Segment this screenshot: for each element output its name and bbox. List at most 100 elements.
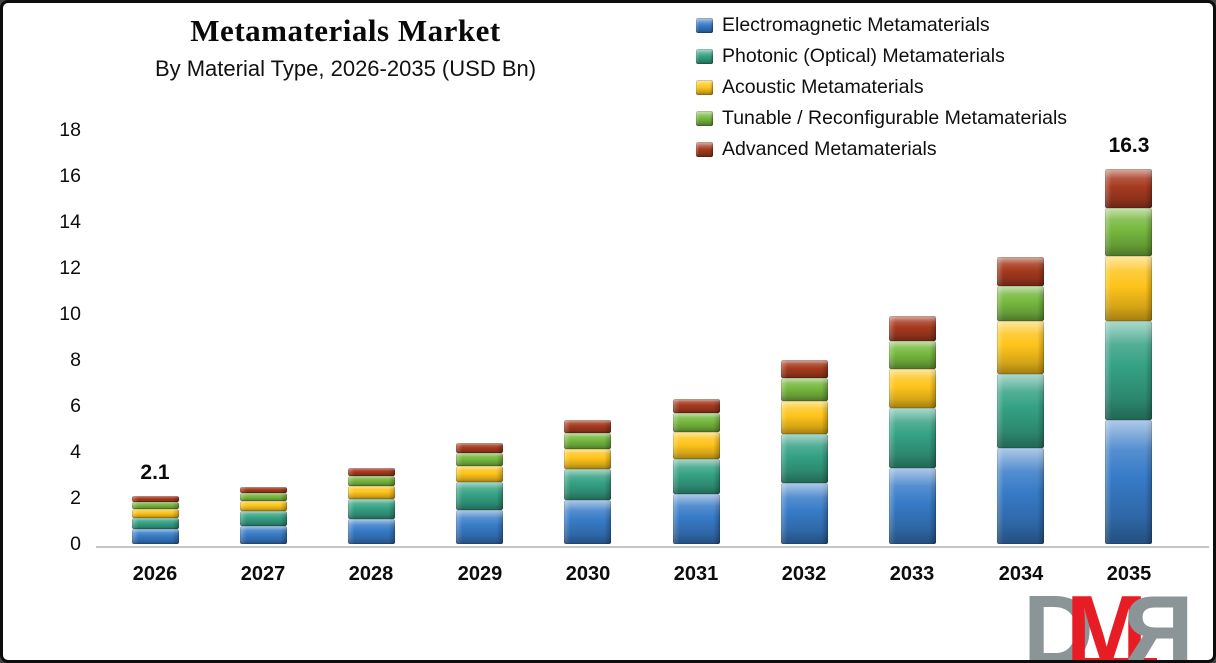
bar-segment [456,453,503,466]
bar-segment [781,360,828,379]
x-axis-label: 2029 [457,563,503,585]
bar-segment [564,420,611,433]
bar-segment [564,469,611,501]
legend-item: Acoustic Metamaterials [696,72,1067,103]
bar-2026 [132,496,179,545]
bar-segment [781,433,828,484]
bar-segment [889,368,936,408]
legend-swatch-icon [696,142,713,157]
logo-letter-m: M [1065,575,1148,663]
y-tick-label: 14 [59,211,81,233]
bar-segment [456,509,503,544]
bar-segment [240,492,287,501]
x-axis-line [96,546,1209,548]
y-tick-label: 16 [59,165,81,187]
y-tick-label: 12 [59,257,81,279]
y-tick-label: 8 [70,349,81,371]
bar-segment [132,529,179,545]
x-axis-label: 2033 [889,563,935,585]
x-axis-label: 2030 [565,563,611,585]
x-axis-label: 2035 [1106,563,1152,585]
bar-total-label: 16.3 [1108,134,1150,157]
bar-segment [1105,256,1152,321]
bar-2029 [456,443,503,544]
title-block: Metamaterials Market By Material Type, 2… [63,13,628,82]
y-tick-label: 18 [59,119,81,141]
legend-swatch-icon [696,18,713,33]
bar-segment [889,316,936,342]
bar-segment [348,476,395,487]
bar-segment [673,458,720,495]
dmr-logo: D M R [1023,575,1213,663]
x-axis-label: 2027 [240,563,286,585]
y-tick-label: 0 [70,533,81,555]
bar-segment [781,378,828,402]
x-axis-label: 2026 [132,563,178,585]
y-tick-label: 6 [70,395,81,417]
bar-2033 [889,316,936,544]
legend-label: Acoustic Metamaterials [722,76,924,98]
x-axis-label: 2032 [781,563,827,585]
bar-segment [997,447,1044,545]
bar-2035 [1105,169,1152,544]
bar-segment [564,500,611,544]
bar-segment [240,526,287,545]
logo-letter-d: D [1023,575,1094,663]
legend-item: Electromagnetic Metamaterials [696,10,1067,41]
bar-segment [1105,169,1152,209]
legend-swatch-icon [696,49,713,64]
legend-item: Tunable / Reconfigurable Metamaterials [696,103,1067,134]
bar-segment [132,508,179,518]
bar-segment [673,412,720,433]
y-tick-label: 2 [70,487,81,509]
bar-segment [1105,419,1152,544]
legend-label: Electromagnetic Metamaterials [722,14,990,36]
legend-swatch-icon [696,80,713,95]
bar-segment [673,494,720,544]
bar-segment [348,499,395,519]
bar-segment [240,511,287,527]
bar-segment [889,341,936,369]
legend-label: Advanced Metamaterials [722,138,937,160]
bar-segment [997,374,1044,448]
bar-segment [997,321,1044,375]
chart-subtitle: By Material Type, 2026-2035 (USD Bn) [154,56,537,81]
bar-segment [673,432,720,459]
bar-segment [348,518,395,544]
bar-total-label: 2.1 [140,461,170,484]
bar-segment [1105,320,1152,420]
bar-2028 [348,468,395,544]
legend-item: Photonic (Optical) Metamaterials [696,41,1067,72]
bar-segment [781,483,828,544]
y-tick-label: 4 [70,441,81,463]
bar-2034 [997,257,1044,545]
chart-title: Metamaterials Market [190,13,501,48]
bar-segment [889,467,936,544]
bar-segment [348,468,395,477]
bar-segment [781,401,828,434]
bar-segment [673,399,720,413]
y-tick-label: 10 [59,303,81,325]
bar-segment [889,407,936,468]
bar-2027 [240,487,287,545]
bar-segment [564,448,611,470]
bar-segment [240,487,287,493]
bar-segment [132,496,179,502]
bar-segment [1105,208,1152,257]
bar-segment [997,257,1044,286]
bar-segment [240,500,287,512]
bar-segment [132,517,179,530]
bar-segment [564,432,611,449]
logo-letter-r-mirrored: R [1123,575,1195,663]
legend: Electromagnetic Metamaterials Photonic (O… [696,10,1067,165]
legend-label: Tunable / Reconfigurable Metamaterials [722,107,1068,129]
legend-label: Photonic (Optical) Metamaterials [722,45,1005,67]
bar-segment [456,443,503,454]
bar-2031 [673,399,720,544]
x-axis-label: 2031 [673,563,719,585]
bar-segment [456,465,503,483]
bar-2032 [781,360,828,544]
bar-segment [997,285,1044,322]
bar-segment [456,482,503,510]
